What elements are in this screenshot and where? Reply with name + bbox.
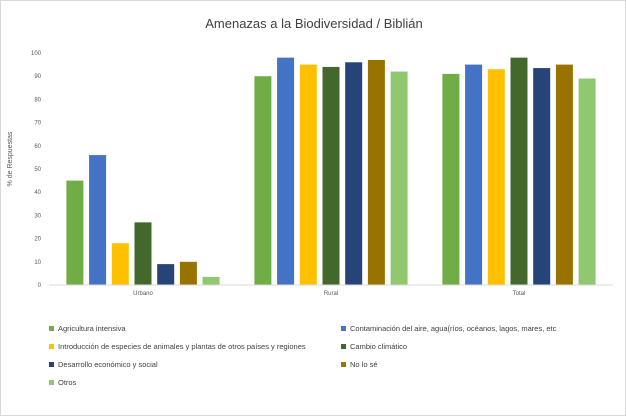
legend-label: Contaminación del aire, agua(ríos, océan…: [350, 324, 557, 333]
y-tick-label: 10: [34, 260, 41, 266]
x-tick-label: Urbano: [133, 291, 153, 297]
bar: [157, 264, 175, 285]
bar: [299, 64, 317, 285]
bar: [322, 66, 340, 285]
y-tick-label: 80: [34, 97, 41, 103]
x-tick-label: Rural: [324, 291, 338, 297]
legend-label: Cambio climático: [350, 342, 408, 351]
bar: [89, 155, 107, 285]
y-axis-label: % de Respuestas: [7, 131, 14, 186]
y-tick-label: 20: [34, 237, 41, 243]
legend-swatch: [49, 344, 54, 349]
bar: [111, 243, 129, 285]
bar: [390, 71, 408, 285]
bar: [533, 68, 551, 285]
legend-swatch: [49, 326, 54, 331]
y-tick-label: 90: [34, 74, 41, 80]
y-tick-label: 0: [38, 283, 42, 289]
y-tick-label: 70: [34, 121, 41, 127]
bar: [179, 261, 197, 285]
legend-item: Introducción de especies de animales y p…: [49, 342, 306, 351]
legend-swatch: [49, 380, 54, 385]
legend-label: Agricultura intensiva: [58, 324, 126, 333]
legend-label: No lo sé: [350, 360, 378, 369]
bar: [254, 76, 272, 285]
legend-swatch: [341, 326, 346, 331]
bar: [578, 78, 596, 286]
legend-item: Contaminación del aire, agua(ríos, océan…: [341, 324, 556, 333]
legend-item: Cambio climático: [341, 342, 407, 351]
legend-label: Introducción de especies de animales y p…: [58, 342, 306, 351]
y-tick-label: 50: [34, 167, 41, 173]
legend-swatch: [49, 362, 54, 367]
bar: [277, 57, 295, 285]
bar: [66, 180, 84, 285]
y-tick-label: 30: [34, 213, 41, 219]
legend-label: Otros: [58, 378, 77, 387]
legend-item: Agricultura intensiva: [49, 324, 126, 333]
bar: [510, 57, 528, 285]
legend-item: No lo sé: [341, 360, 378, 369]
bar: [367, 59, 385, 286]
bar: [345, 62, 363, 285]
bar: [487, 69, 505, 286]
legend-item: Desarrollo económico y social: [49, 360, 158, 369]
y-tick-label: 60: [34, 144, 41, 150]
legend-item: Otros: [49, 378, 76, 387]
bar: [465, 64, 483, 285]
legend-swatch: [341, 362, 346, 367]
bar: [555, 64, 573, 285]
legend-swatch: [341, 344, 346, 349]
bar: [442, 73, 460, 285]
bar: [202, 276, 220, 285]
x-tick-label: Total: [513, 291, 526, 297]
bar: [134, 222, 152, 285]
y-tick-label: 40: [34, 190, 41, 196]
y-tick-label: 100: [31, 51, 42, 57]
chart-title: Amenazas a la Biodiversidad / Biblián: [205, 16, 423, 31]
legend-label: Desarrollo económico y social: [58, 360, 158, 369]
